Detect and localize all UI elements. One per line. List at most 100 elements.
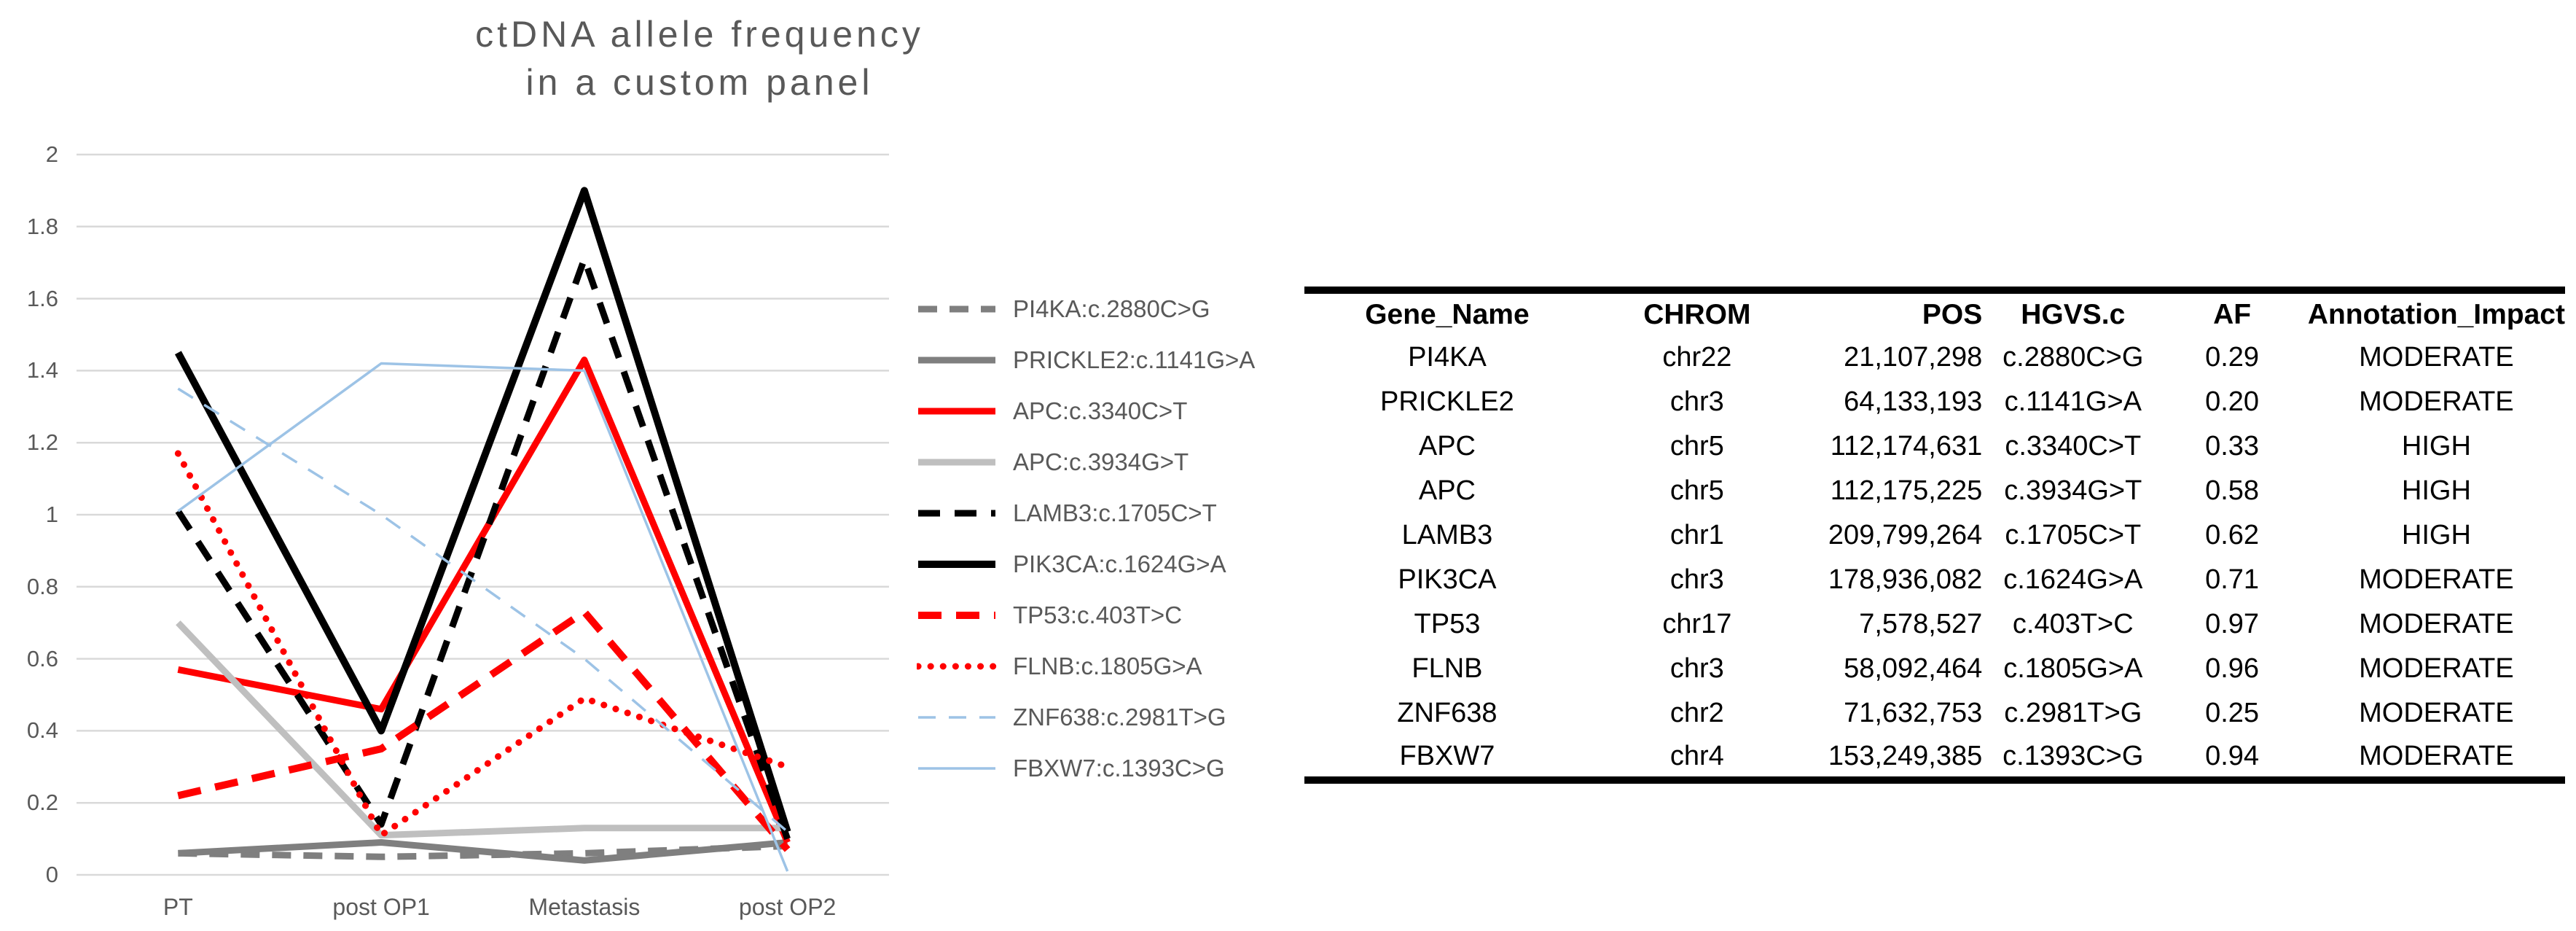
- cell-annotation_impact: MODERATE: [2359, 698, 2514, 728]
- cell-pos: 71,632,753: [1844, 698, 1983, 728]
- cell-af: 0.97: [2205, 609, 2260, 639]
- legend-line-sample: [918, 408, 995, 415]
- legend-item-lamb3: LAMB3:c.1705C>T: [917, 488, 1310, 539]
- series-line-flnb: [174, 450, 791, 839]
- cell-hgvs.c: c.2981T>G: [2004, 698, 2142, 728]
- legend-label: APC:c.3934G>T: [1013, 448, 1189, 475]
- legend-label: FLNB:c.1805G>A: [1013, 653, 1202, 679]
- cell-annotation_impact: MODERATE: [2359, 740, 2514, 771]
- legend-label: ZNF638:c.2981T>G: [1013, 704, 1226, 731]
- y-axis-label-0.2: 0.2: [26, 790, 58, 816]
- y-axis-label-1: 1: [45, 502, 58, 527]
- variant-table-header: Gene_Name CHROM POS HGVS.c AF Annotation_Impa…: [1304, 290, 2565, 335]
- legend-line-sample: [918, 767, 995, 770]
- chart-legend: PI4KA:c.2880C>G PRICKLE2:c.1141G>A APC:c.3…: [917, 284, 1310, 794]
- cell-hgvs.c: c.2880C>G: [2003, 342, 2144, 373]
- y-axis-label-1.2: 1.2: [26, 429, 58, 456]
- y-axis-label-1.6: 1.6: [26, 285, 58, 311]
- cell-gene_name: APC: [1418, 431, 1476, 461]
- cell-annotation_impact: HIGH: [2401, 475, 2471, 506]
- legend-label: TP53:c.403T>C: [1013, 601, 1183, 628]
- x-axis-label-post-op1: post OP1: [332, 894, 430, 920]
- cell-pos: 178,936,082: [1828, 564, 1983, 595]
- y-axis-label-1.8: 1.8: [26, 213, 58, 239]
- cell-gene_name: FLNB: [1412, 653, 1483, 684]
- legend-item-apc: APC:c.3340C>T: [917, 386, 1310, 437]
- series-line-prickle2: [178, 839, 788, 864]
- column-header-annotation_impact: Annotation_Impact: [2307, 298, 2565, 330]
- legend-item-tp53: TP53:c.403T>C: [917, 590, 1310, 641]
- cell-chrom: chr17: [1662, 609, 1732, 639]
- table-row-lamb3-c.1705c>t: LAMB3 chr1 209,799,264 c.1705C>T 0.62 HIGH: [1304, 513, 2565, 558]
- legend-line-sample: [917, 663, 997, 670]
- legend-label: PIK3CA:c.1624G>A: [1013, 550, 1226, 577]
- cell-gene_name: PIK3CA: [1398, 564, 1497, 595]
- y-axis-label-0.4: 0.4: [26, 717, 58, 744]
- cell-hgvs.c: c.403T>C: [2012, 609, 2134, 639]
- legend-line-sample: [918, 561, 995, 568]
- cell-chrom: chr1: [1669, 520, 1724, 550]
- cell-af: 0.20: [2205, 386, 2260, 417]
- cell-chrom: chr3: [1669, 386, 1724, 417]
- table-row-apc-c.3340c>t: APC chr5 112,174,631 c.3340C>T 0.33 HIGH: [1304, 424, 2565, 469]
- cell-chrom: chr5: [1669, 431, 1724, 461]
- legend-line-sample: [918, 510, 995, 517]
- cell-gene_name: FBXW7: [1399, 740, 1495, 771]
- cell-annotation_impact: HIGH: [2401, 431, 2471, 461]
- chart-title: ctDNA allele frequency in a custom panel: [262, 10, 1137, 106]
- cell-pos: 153,249,385: [1828, 740, 1983, 771]
- y-axis-label-0: 0: [45, 862, 58, 887]
- series-line-apc: [176, 620, 788, 839]
- cell-af: 0.94: [2205, 740, 2260, 771]
- series-line-lamb3: [175, 255, 791, 841]
- cell-af: 0.71: [2205, 564, 2260, 595]
- column-header-af: AF: [2213, 298, 2252, 330]
- cell-gene_name: PI4KA: [1408, 342, 1487, 373]
- column-header-hgvs.c: HGVS.c: [2021, 298, 2126, 330]
- table-row-apc-c.3934g>t: APC chr5 112,175,225 c.3934G>T 0.58 HIGH: [1304, 469, 2565, 513]
- table-header-row: Gene_Name CHROM POS HGVS.c AF Annotation_Impa…: [1304, 290, 2565, 335]
- cell-pos: 112,175,225: [1830, 475, 1983, 506]
- legend-item-pik3ca: PIK3CA:c.1624G>A: [917, 539, 1310, 590]
- table-row-flnb-c.1805g>a: FLNB chr3 58,092,464 c.1805G>A 0.96 MODERATE: [1304, 647, 2565, 691]
- cell-pos: 64,133,193: [1844, 386, 1983, 417]
- chart-title-line1: ctDNA allele frequency: [475, 14, 924, 55]
- cell-gene_name: ZNF638: [1397, 698, 1498, 728]
- series-line-apc: [177, 357, 791, 844]
- cell-annotation_impact: MODERATE: [2359, 609, 2514, 639]
- cell-gene_name: LAMB3: [1401, 520, 1493, 550]
- table-row-pik3ca-c.1624g>a: PIK3CA chr3 178,936,082 c.1624G>A 0.71 MODERA…: [1304, 558, 2565, 602]
- table-row-pi4ka-c.2880c>g: PI4KA chr22 21,107,298 c.2880C>G 0.29 MODERAT…: [1304, 335, 2565, 380]
- y-axis-label-2: 2: [45, 141, 58, 167]
- table-row-fbxw7-c.1393c>g: FBXW7 chr4 153,249,385 c.1393C>G 0.94 MODERAT…: [1304, 736, 2565, 780]
- cell-af: 0.33: [2205, 431, 2260, 461]
- legend-line-sample: [918, 459, 995, 466]
- cell-pos: 58,092,464: [1844, 653, 1983, 684]
- legend-line-sample: [918, 716, 995, 719]
- x-axis-label-pt: PT: [163, 894, 193, 920]
- table-row-znf638-c.2981t>g: ZNF638 chr2 71,632,753 c.2981T>G 0.25 MODERAT…: [1304, 691, 2565, 736]
- table-row-tp53-c.403t>c: TP53 chr17 7,578,527 c.403T>C 0.97 MODERATE: [1304, 602, 2565, 647]
- cell-pos: 21,107,298: [1844, 342, 1983, 373]
- x-axis-label-metastasis: Metastasis: [528, 894, 641, 920]
- cell-gene_name: TP53: [1414, 609, 1481, 639]
- cell-chrom: chr3: [1669, 564, 1724, 595]
- cell-gene_name: PRICKLE2: [1380, 386, 1514, 417]
- cell-annotation_impact: HIGH: [2401, 520, 2471, 550]
- cell-hgvs.c: c.1141G>A: [2004, 386, 2142, 417]
- column-header-gene_name: Gene_Name: [1365, 298, 1530, 330]
- legend-item-znf638: ZNF638:c.2981T>G: [917, 692, 1310, 743]
- y-axis-label-0.8: 0.8: [26, 573, 58, 599]
- cell-hgvs.c: c.3934G>T: [2004, 475, 2142, 506]
- legend-label: PRICKLE2:c.1141G>A: [1013, 346, 1256, 373]
- legend-label: PI4KA:c.2880C>G: [1013, 295, 1210, 322]
- legend-label: APC:c.3340C>T: [1013, 397, 1188, 424]
- y-axis-label-1.4: 1.4: [26, 357, 58, 383]
- variant-table: Gene_Name CHROM POS HGVS.c AF Annotation_Impa…: [1304, 287, 2565, 784]
- legend-item-fbxw7: FBXW7:c.1393C>G: [917, 743, 1310, 794]
- legend-item-pi4ka: PI4KA:c.2880C>G: [917, 284, 1310, 335]
- cell-chrom: chr22: [1662, 342, 1732, 373]
- cell-chrom: chr4: [1669, 740, 1724, 771]
- cell-gene_name: APC: [1418, 475, 1476, 506]
